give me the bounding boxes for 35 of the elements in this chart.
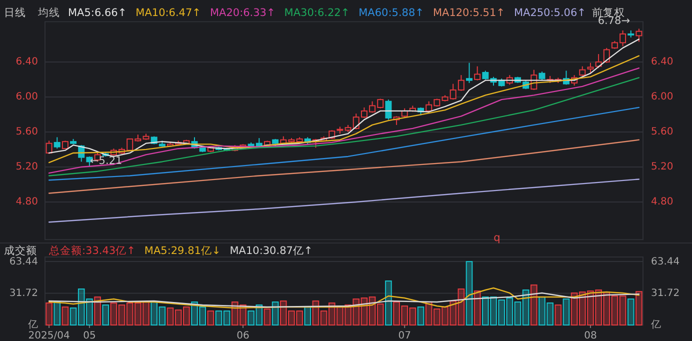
y2-tick-label: 63.44: [651, 256, 680, 268]
y-tick-label: 63.44: [9, 256, 38, 268]
y2-tick-label: 31.72: [651, 288, 680, 300]
x-tick-label: 08: [584, 330, 597, 341]
text: MA120:5.51↑: [432, 6, 505, 19]
x-tick-label: 2025/04: [28, 330, 70, 341]
text: MA5:29.81亿↓: [144, 244, 221, 257]
y2-tick-label: 亿: [650, 320, 661, 331]
y2-tick-label: 6.40: [651, 56, 674, 68]
x-tick-label: 06: [236, 330, 250, 341]
text: MA20:6.33↑: [210, 6, 276, 19]
text: MA30:6.22↑: [284, 6, 350, 19]
text: MA60:5.88↑: [358, 6, 424, 19]
y-tick-label: 6.40: [16, 56, 38, 68]
y2-tick-label: 5.20: [651, 162, 674, 173]
y2-tick-label: 6.00: [651, 92, 674, 103]
text: 总金额:33.43亿↑: [48, 244, 136, 257]
y2-tick-label: 4.80: [651, 196, 674, 208]
annotation: q: [494, 232, 500, 244]
y2-tick-label: 5.60: [651, 126, 674, 138]
y-tick-label: 31.72: [9, 288, 38, 300]
y-tick-label: 4.80: [16, 196, 38, 208]
text: MA5:6.66↑: [68, 6, 127, 19]
y-tick-label: 6.00: [16, 92, 38, 103]
text: MA250:5.06↑: [514, 6, 586, 19]
y-tick-label: 5.60: [16, 126, 38, 138]
text: MA10:6.47↑: [136, 6, 201, 19]
x-tick-label: 07: [398, 330, 411, 341]
x-tick-label: 05: [83, 330, 96, 341]
y-tick-label: 亿: [27, 320, 38, 331]
chart-title: 成交额: [4, 244, 37, 257]
text: MA10:30.87亿↑: [230, 244, 313, 257]
chart-title: 日线: [4, 6, 26, 19]
legend-title: 均线: [37, 6, 60, 19]
y-tick-label: 5.20: [16, 162, 38, 173]
